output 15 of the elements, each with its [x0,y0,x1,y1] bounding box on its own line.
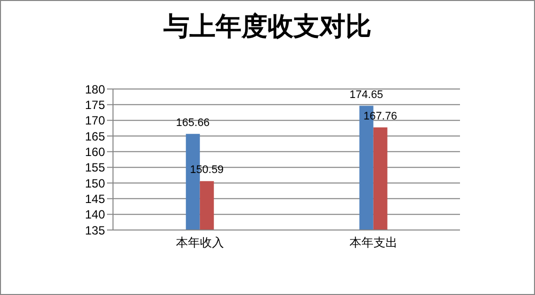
y-tick-label: 140 [84,208,106,222]
data-label: 165.66 [176,116,210,129]
y-tick-label: 155 [84,160,106,175]
y-tick-label: 170 [84,114,106,128]
y-tick-label: 135 [84,223,106,238]
data-label: 174.65 [350,88,384,101]
chart-title: 与上年度收支对比 [162,11,372,44]
y-tick-label: 160 [84,144,106,159]
y-tick-label: 165 [84,129,106,144]
y-tick-label: 145 [84,192,106,206]
y-tick-label: 180 [84,82,106,96]
x-tick-label: 本年支出 [349,236,398,250]
x-tick-label: 本年收入 [176,236,224,250]
y-tick-label: 150 [84,176,106,190]
y-tick-label: 175 [84,98,106,112]
